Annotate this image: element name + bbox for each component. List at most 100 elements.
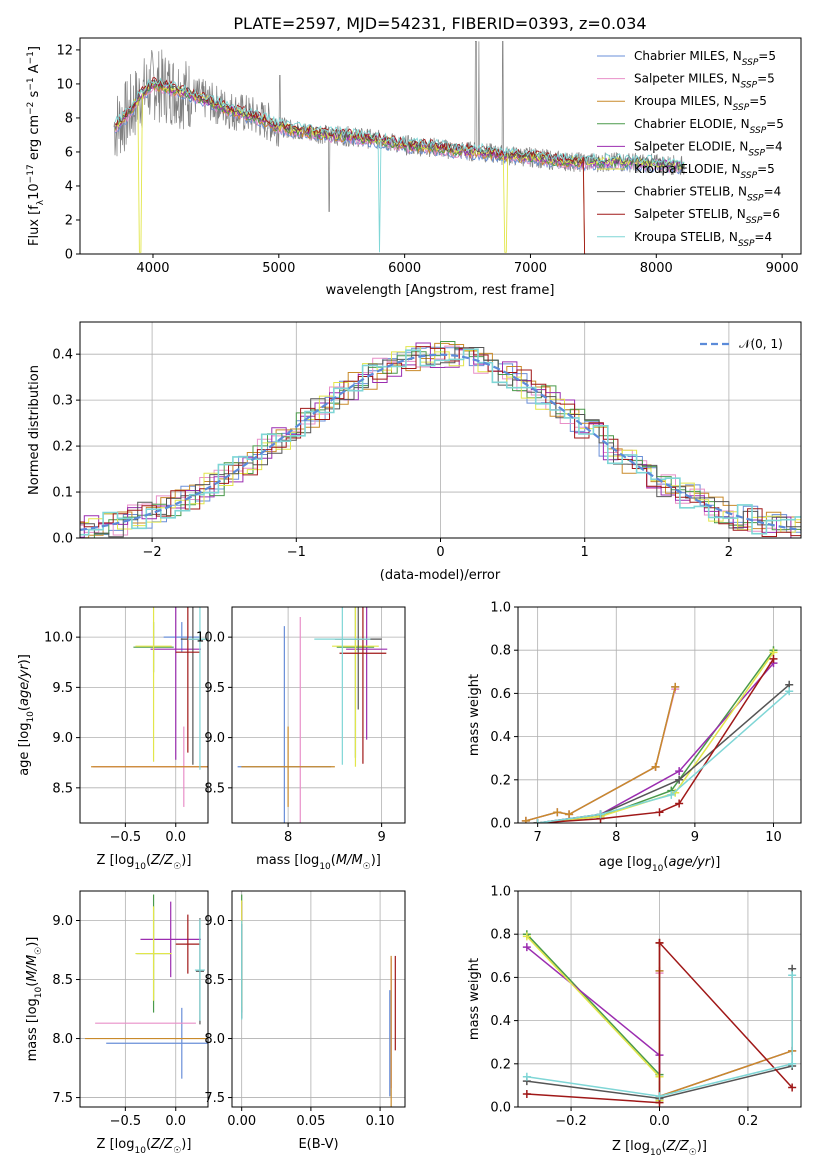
- y-tick-label: 0.4: [490, 1014, 511, 1029]
- chart-mw-vs-Z: −0.2 0.0 0.2 0.0 0.2 0.4 0.6 0.8 1.0 Z [log10(Z/Z…: [467, 885, 802, 1158]
- label-part: Z [log: [97, 853, 135, 868]
- y-tick-label: 9.5: [204, 681, 225, 696]
- x-axis-label: wavelength [Angstrom, rest frame]: [326, 283, 555, 298]
- plot-area: [521, 646, 794, 823]
- label-part: M/M: [25, 955, 40, 982]
- label-part: −17: [26, 164, 36, 183]
- label-part: age/yr: [17, 663, 32, 706]
- y-tick-label: 6: [65, 145, 73, 160]
- x-axis-label: (data-model)/error: [380, 568, 501, 583]
- label-part: s: [27, 90, 42, 101]
- label-part: age [log: [17, 723, 32, 776]
- label-part: −2: [26, 102, 36, 115]
- y-tick-label: 0.4: [52, 348, 73, 363]
- label-part: Salpeter STELIB, N: [634, 207, 746, 221]
- mass-weight-marker: [651, 762, 660, 771]
- label-part: 10: [26, 711, 36, 723]
- y-axis-label: Flux [fλ10−17 erg cm−2 s−1 A−1]: [26, 46, 46, 246]
- label-part: =: [749, 94, 759, 108]
- mass-weight-marker: [675, 767, 684, 776]
- label-part: Salpeter MILES, N: [634, 72, 741, 86]
- y-tick-label: 0.2: [490, 773, 511, 788]
- axes-frame: [79, 37, 802, 255]
- label-part: 5: [767, 162, 775, 176]
- residual-histogram-4: [80, 342, 801, 538]
- label-part: Kroupa MILES, N: [634, 94, 733, 108]
- y-tick-label: 1.0: [490, 601, 511, 616]
- x-tick-label: −0.5: [110, 1114, 142, 1129]
- label-part: SSP: [746, 216, 763, 226]
- label-part: =: [765, 139, 775, 153]
- label-part: =: [762, 207, 772, 221]
- label-part: Kroupa ELODIE, N: [634, 162, 741, 176]
- label-part: )]: [710, 855, 720, 870]
- label-part: age/yr: [668, 855, 711, 870]
- y-tick-label: 8.0: [204, 1032, 225, 1047]
- mass-weight-line-2: [658, 942, 793, 1098]
- label-part: ☉: [173, 1146, 181, 1156]
- label-part: SSP: [741, 171, 758, 181]
- label-part: 10: [134, 862, 146, 872]
- label-part: SSP: [742, 58, 759, 68]
- label-part: 6: [772, 207, 780, 221]
- label-part: M/M: [336, 853, 363, 868]
- axes-frame: [79, 606, 209, 824]
- axes-frame: [517, 890, 802, 1108]
- x-axis-label: age [log10(age/yr)]: [599, 855, 721, 874]
- gaussian-curve: [80, 353, 801, 531]
- plot-area: [522, 930, 797, 1107]
- x-tick-label: 8: [612, 830, 620, 845]
- y-tick-label: 0.0: [490, 817, 511, 832]
- plot-area: [91, 607, 208, 807]
- label-part: erg cm: [27, 115, 42, 164]
- x-tick-label: −2: [143, 545, 162, 560]
- mass-weight-marker: [521, 816, 530, 823]
- x-tick-label: 1: [581, 545, 589, 560]
- label-part: (: [146, 1137, 151, 1152]
- label-part: Z/Z: [666, 1139, 690, 1154]
- y-tick-label: 0.8: [490, 928, 511, 943]
- y-tick-label: 10: [56, 77, 73, 92]
- label-part: (: [661, 1139, 666, 1154]
- legend-entry: 𝒩(0, 1): [739, 337, 783, 351]
- label-part: =: [754, 230, 764, 244]
- y-axis-label: mass weight: [467, 958, 482, 1040]
- axes-frame: [231, 606, 406, 824]
- label-part: 5: [768, 49, 776, 63]
- y-tick-label: 0.1: [52, 486, 73, 501]
- label-part: 5: [759, 94, 767, 108]
- x-tick-label: 9: [377, 830, 385, 845]
- y-tick-label: 8.5: [52, 781, 73, 796]
- label-part: =: [757, 162, 767, 176]
- label-part: 4: [774, 185, 782, 199]
- y-axis-label: mass [log10(M/M☉)]: [25, 937, 44, 1062]
- mass-weight-marker: [655, 1092, 664, 1101]
- y-tick-label: 10.0: [196, 631, 225, 646]
- label-part: ☉: [173, 862, 181, 872]
- y-tick-label: 0.2: [490, 1057, 511, 1072]
- mass-weight-marker: [785, 687, 794, 696]
- label-part: )]: [17, 654, 32, 664]
- label-part: ☉: [363, 862, 371, 872]
- legend-entry: Salpeter MILES, NSSP=5: [634, 72, 775, 91]
- x-tick-label: 0.0: [165, 1114, 186, 1129]
- label-part: =: [766, 117, 776, 131]
- x-tick-label: 7000: [514, 261, 547, 276]
- y-tick-label: 8.0: [52, 1032, 73, 1047]
- mass-weight-marker: [788, 1083, 797, 1092]
- x-tick-label: 8000: [640, 261, 673, 276]
- x-tick-label: −0.2: [555, 1114, 587, 1129]
- residual-histogram-8: [80, 348, 801, 536]
- x-axis-label: Z [log10(Z/Z☉)]: [612, 1139, 707, 1158]
- plot-area: [113, 41, 686, 254]
- y-tick-label: 0.6: [490, 687, 511, 702]
- y-axis-label: mass weight: [467, 674, 482, 756]
- y-tick-label: 9.0: [204, 914, 225, 929]
- label-part: 5: [776, 117, 784, 131]
- label-part: SSP: [741, 81, 758, 91]
- y-tick-label: 1.0: [490, 885, 511, 900]
- chart-mass-vs-Z: −0.5 0.07.58.08.59.0Z [log10(Z/Z☉)]mass […: [25, 890, 209, 1156]
- label-part: mass [log: [256, 853, 319, 868]
- label-part: )]: [371, 853, 381, 868]
- mass-weight-marker: [655, 938, 664, 947]
